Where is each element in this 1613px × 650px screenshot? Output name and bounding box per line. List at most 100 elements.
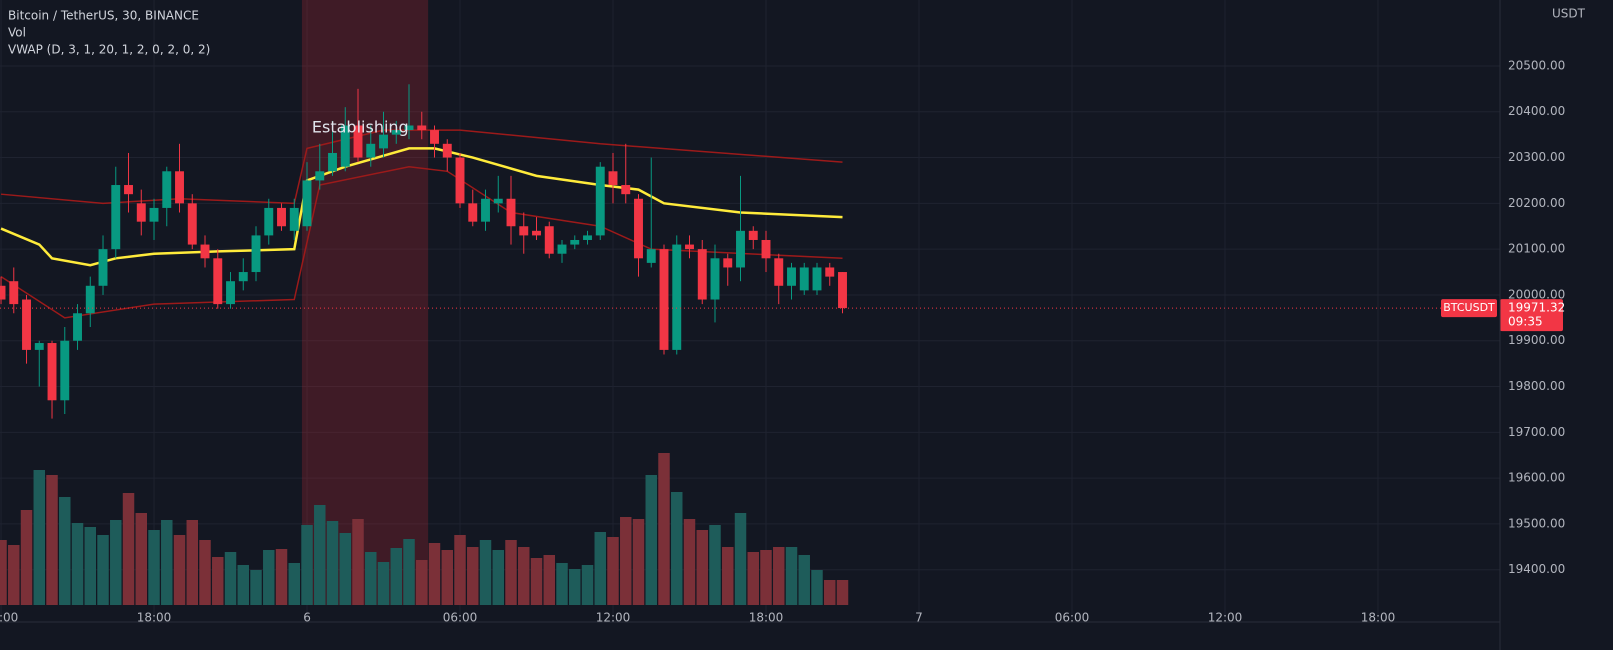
candle-body [264, 207, 274, 236]
volume-bar [696, 530, 708, 605]
candle-body [544, 226, 554, 254]
y-tick-label: 19800.00 [1508, 379, 1565, 393]
candle-body [583, 235, 592, 240]
lower-band [0, 165, 843, 319]
volume-bar [518, 547, 530, 605]
volume-bar [683, 519, 696, 605]
candle-body [187, 203, 197, 245]
x-tick-label: 18:00 [1361, 611, 1396, 625]
volume-bar [467, 547, 479, 605]
price-tag [1500, 299, 1563, 332]
candle-layer [0, 84, 847, 419]
grid [0, 0, 1500, 622]
x-tick-label: 06:00 [1055, 611, 1090, 625]
x-tick-label: 12:00 [1208, 611, 1243, 625]
volume-bar [46, 475, 58, 605]
volume-bar [148, 530, 160, 605]
volume-bar [390, 548, 402, 605]
candle-body [162, 171, 172, 208]
symbol-tag [1441, 299, 1497, 318]
candle-body [302, 180, 312, 227]
candle-body [442, 143, 452, 158]
volume-bar [237, 565, 250, 605]
volume-bar [212, 557, 224, 605]
candle-body [111, 185, 121, 250]
volume-bar [0, 540, 7, 605]
volume-bar [224, 552, 237, 605]
candle-body [175, 171, 184, 204]
volume-bar [161, 520, 173, 605]
x-tick-label: 06:00 [443, 611, 478, 625]
volume-bar [339, 533, 351, 605]
candle-body [289, 207, 299, 231]
volume-bar [263, 550, 275, 605]
volume-bar [186, 520, 199, 605]
candle-body [430, 130, 439, 144]
candle-body [22, 299, 31, 350]
candle-body [455, 157, 465, 204]
y-tick-label: 20500.00 [1508, 58, 1565, 72]
y-tick-label: 20300.00 [1508, 150, 1565, 164]
candle-body [238, 272, 248, 282]
volume-bar [314, 505, 326, 605]
last-price-label: 19971.32 [1508, 301, 1565, 315]
candle-body [149, 207, 159, 222]
candle-body [60, 340, 70, 401]
candle-body [124, 185, 133, 195]
candle-body [519, 226, 529, 236]
candle-body [608, 171, 618, 186]
y-tick-label: 20100.00 [1508, 242, 1565, 256]
indicator-label: VWAP (D, 3, 1, 20, 1, 2, 0, 2, 0, 2) [8, 43, 210, 57]
candle-body [391, 130, 401, 135]
countdown-label: 09:35 [1508, 315, 1543, 329]
candle-body [200, 244, 210, 259]
candle-body [736, 230, 745, 268]
volume-bar [530, 558, 543, 605]
candle-body [98, 249, 108, 286]
session-highlight [301, 0, 429, 605]
x-tick-label: 18:00 [749, 611, 784, 625]
volume-bar [798, 555, 810, 605]
candle-body [85, 285, 95, 314]
volume-bar [645, 475, 657, 605]
candle-body [595, 166, 605, 236]
y-tick-label: 19500.00 [1508, 516, 1565, 530]
candle-body [506, 198, 516, 227]
volume-bar [607, 537, 619, 605]
volume-bar [760, 550, 772, 605]
volume-bar [403, 539, 415, 605]
volume-bar [709, 525, 721, 605]
candle-body [710, 258, 720, 300]
volume-bar [454, 535, 466, 605]
candle-body [226, 281, 235, 305]
candle-body [136, 203, 146, 222]
y-tick-label: 19700.00 [1508, 425, 1565, 439]
candle-body [277, 207, 286, 227]
chart-title: Bitcoin / TetherUS, 30, BINANCE [8, 9, 199, 23]
x-tick-label: 6 [303, 611, 311, 625]
candle-body [353, 125, 363, 158]
volume-bar [824, 580, 836, 605]
volume-bar [671, 492, 683, 605]
candle-body [646, 249, 656, 263]
candle-body [621, 185, 631, 195]
candle-body [685, 244, 694, 250]
volume-bar [97, 535, 109, 605]
candle-body [697, 249, 707, 300]
volume-bar [8, 545, 20, 605]
candle-body [328, 152, 337, 172]
volume-bar [785, 547, 798, 605]
candle-body [468, 203, 478, 222]
volume-bar [632, 519, 645, 605]
volume-bar [594, 532, 606, 605]
volume-bar [122, 493, 135, 605]
candle-body [557, 244, 567, 254]
currency-label: USDT [1552, 7, 1586, 21]
candle-body [659, 249, 669, 350]
volume-bar [326, 521, 339, 605]
volume-bar [275, 549, 288, 605]
volume-bar [377, 562, 390, 605]
candle-body [404, 125, 414, 131]
